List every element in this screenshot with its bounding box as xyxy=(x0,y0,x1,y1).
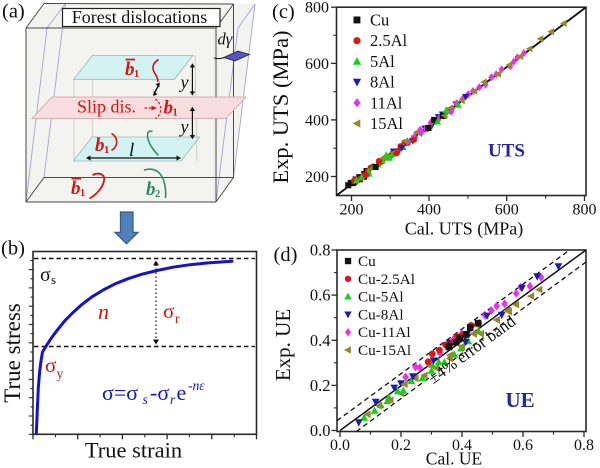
svg-text:UE: UE xyxy=(506,388,535,412)
svg-text:400: 400 xyxy=(305,112,329,129)
svg-text:800: 800 xyxy=(573,202,597,219)
svg-text:200: 200 xyxy=(305,169,329,186)
svg-text:Cu: Cu xyxy=(358,253,376,270)
svg-text:5Al: 5Al xyxy=(370,52,395,71)
svg-text:1: 1 xyxy=(173,108,178,119)
svg-text:400: 400 xyxy=(417,202,441,219)
svg-text:0.2: 0.2 xyxy=(310,376,331,395)
svg-text:600: 600 xyxy=(495,202,519,219)
svg-text:800: 800 xyxy=(305,0,329,17)
svg-text:(c): (c) xyxy=(272,1,295,23)
svg-text:b: b xyxy=(146,179,156,200)
svg-text:s: s xyxy=(51,272,56,287)
svg-text:Exp. UE: Exp. UE xyxy=(271,309,295,381)
svg-text:y: y xyxy=(179,117,189,137)
svg-text:σ=σ: σ=σ xyxy=(102,380,138,405)
svg-text:600: 600 xyxy=(305,56,329,73)
svg-text:Slip dis.: Slip dis. xyxy=(77,97,136,117)
svg-text:11Al: 11Al xyxy=(370,93,403,112)
svg-text:σ: σ xyxy=(45,353,56,377)
svg-text:0.0: 0.0 xyxy=(310,421,331,440)
svg-text:σ: σ xyxy=(163,299,174,323)
svg-text:n: n xyxy=(98,299,109,324)
svg-text:True strain: True strain xyxy=(85,438,182,463)
svg-text:Cu-8Al: Cu-8Al xyxy=(358,306,404,323)
svg-text:Forest dislocations: Forest dislocations xyxy=(72,7,208,27)
svg-text:σ: σ xyxy=(40,264,51,286)
svg-text:dγ: dγ xyxy=(218,30,233,49)
svg-text:y: y xyxy=(179,72,189,92)
svg-text:b: b xyxy=(125,59,135,80)
svg-text:Cal. UE: Cal. UE xyxy=(426,449,482,468)
svg-text:1: 1 xyxy=(80,188,85,199)
svg-text:Cu-5Al: Cu-5Al xyxy=(358,289,404,306)
svg-text:0.4: 0.4 xyxy=(452,437,472,454)
svg-text:-nε: -nε xyxy=(188,378,205,393)
svg-text:0.8: 0.8 xyxy=(574,437,594,454)
svg-text:0.6: 0.6 xyxy=(310,286,331,305)
svg-text:b: b xyxy=(95,135,105,156)
svg-text:0.8: 0.8 xyxy=(310,241,331,260)
svg-text:(b): (b) xyxy=(1,238,25,260)
svg-text:15Al: 15Al xyxy=(370,114,403,133)
svg-text:Cu-11Al: Cu-11Al xyxy=(358,324,411,341)
svg-text:0.4: 0.4 xyxy=(310,331,331,350)
svg-text:0.6: 0.6 xyxy=(513,437,533,454)
svg-text:0.0: 0.0 xyxy=(330,437,350,454)
svg-text:0.2: 0.2 xyxy=(391,437,411,454)
svg-text:Cu: Cu xyxy=(370,11,389,30)
svg-text:UTS: UTS xyxy=(488,141,525,162)
svg-text:Cal. UTS (MPa): Cal. UTS (MPa) xyxy=(405,219,524,240)
svg-text:1: 1 xyxy=(134,69,139,80)
svg-text:1: 1 xyxy=(104,145,109,156)
svg-text:200: 200 xyxy=(340,202,364,219)
svg-text:True stress: True stress xyxy=(0,303,25,403)
svg-text:Cu-15Al: Cu-15Al xyxy=(358,342,411,359)
svg-text:l: l xyxy=(129,140,134,161)
svg-text:b: b xyxy=(71,178,81,199)
svg-text:(a): (a) xyxy=(2,1,25,23)
svg-text:2: 2 xyxy=(155,189,160,200)
svg-text:y: y xyxy=(57,366,64,381)
svg-text:s: s xyxy=(143,392,148,407)
svg-text:2.5Al: 2.5Al xyxy=(370,31,408,50)
svg-text:Exp. UTS (MPa): Exp. UTS (MPa) xyxy=(268,30,293,183)
svg-text:-σ: -σ xyxy=(150,380,169,405)
svg-text:Cu-2.5Al: Cu-2.5Al xyxy=(358,271,415,288)
svg-text:8Al: 8Al xyxy=(370,73,395,92)
svg-text:(d): (d) xyxy=(274,244,298,266)
svg-text:b: b xyxy=(164,98,174,119)
svg-text:e: e xyxy=(177,380,187,405)
svg-text:r: r xyxy=(170,392,176,407)
svg-text:r: r xyxy=(175,311,180,326)
